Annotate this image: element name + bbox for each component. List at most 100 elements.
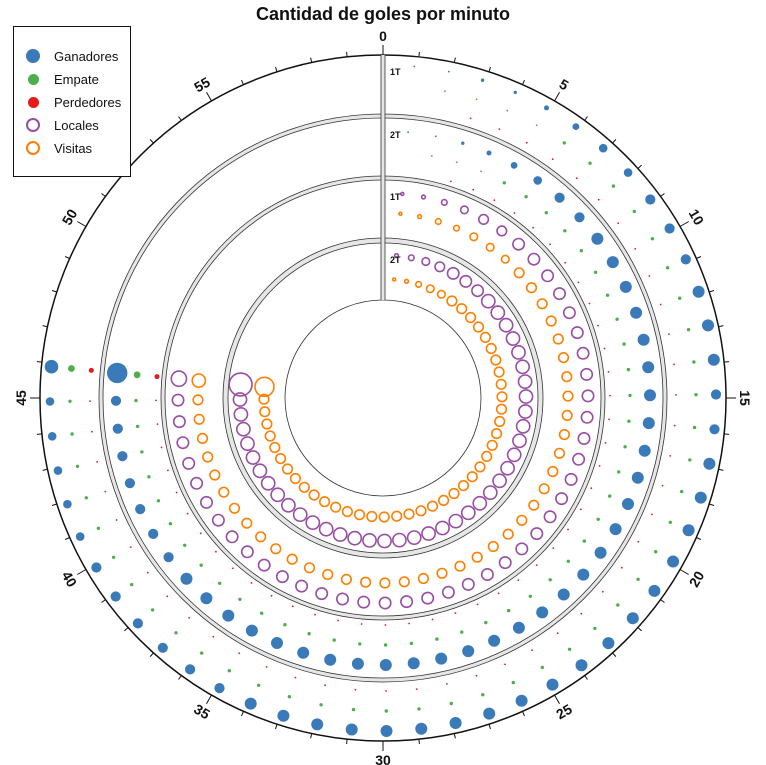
bubble-ganadores-2t xyxy=(512,621,525,634)
bubble-perdedores-1t xyxy=(265,666,268,668)
bubble-empate-2t xyxy=(627,419,631,423)
bubble-perdedores-2t xyxy=(517,579,520,582)
legend-label: Visitas xyxy=(54,140,93,156)
bubble-empate-1t xyxy=(668,520,672,524)
bubble-locales-2t xyxy=(480,293,496,309)
bubble-perdedores-2t xyxy=(175,491,178,494)
half-label-0: 1T xyxy=(390,67,401,77)
bubble-empate-2t xyxy=(507,608,511,613)
bubble-locales-2t xyxy=(459,274,473,288)
bubble-empate-2t xyxy=(140,450,144,454)
bubble-locales-2t xyxy=(233,406,249,422)
bubble-locales-2t xyxy=(406,530,422,545)
bubble-visitas-2t xyxy=(261,418,273,430)
bubble-empate-1t xyxy=(692,425,697,430)
bubble-visitas-2t xyxy=(490,354,502,366)
bubble-locales-2t xyxy=(517,374,533,389)
bubble-locales-1t xyxy=(275,570,289,584)
bubble-perdedores-1t xyxy=(212,635,215,638)
bubble-empate-2t xyxy=(409,641,414,646)
bubble-ganadores-2t xyxy=(434,135,437,138)
tick-label-0: 0 xyxy=(379,28,387,44)
angle-tick xyxy=(724,361,730,363)
bubble-perdedores-1t xyxy=(166,595,169,598)
bubble-perdedores-2t xyxy=(154,374,160,380)
bubble-empate-1t xyxy=(75,464,80,468)
bubble-locales-2t xyxy=(448,513,464,529)
bubble-perdedores-1t xyxy=(669,455,672,457)
bubble-visitas-1t xyxy=(485,242,495,252)
bubble-empate-1t xyxy=(68,399,72,403)
bubble-ganadores-1t xyxy=(546,678,559,691)
bubble-perdedores-1t xyxy=(525,141,528,144)
bubble-ganadores-2t xyxy=(486,150,492,156)
angle-tick xyxy=(554,92,560,102)
bubble-perdedores-2t xyxy=(549,243,551,246)
bubble-ganadores-1t xyxy=(703,457,716,470)
bubble-visitas-1t xyxy=(558,429,571,441)
bubble-locales-1t xyxy=(225,530,239,544)
bubble-perdedores-1t xyxy=(651,513,653,516)
bubble-ganadores-1t xyxy=(415,722,428,735)
bubble-visitas-1t xyxy=(525,282,538,294)
bubble-locales-2t xyxy=(472,495,488,511)
bubble-perdedores-2t xyxy=(597,324,599,327)
bubble-visitas-1t xyxy=(209,469,221,481)
bubble-locales-1t xyxy=(577,431,591,445)
bubble-empate-1t xyxy=(84,496,89,500)
angle-tick xyxy=(612,139,617,144)
bubble-visitas-2t xyxy=(298,481,310,493)
bubble-empate-2t xyxy=(218,581,222,585)
bubble-perdedores-1t xyxy=(446,683,448,685)
bubble-visitas-2t xyxy=(275,453,287,465)
bubble-locales-2t xyxy=(506,447,522,463)
bubble-ganadores-2t xyxy=(533,176,542,185)
bubble-locales-1t xyxy=(315,587,329,601)
bubble-empate-1t xyxy=(319,703,323,707)
bubble-ganadores-2t xyxy=(554,192,565,203)
bubble-perdedores-1t xyxy=(91,430,93,433)
bubble-empate-2t xyxy=(593,270,598,274)
bubble-visitas-1t xyxy=(538,483,550,495)
legend-label: Empate xyxy=(54,71,99,87)
bubble-ganadores-2t xyxy=(594,546,607,559)
bubble-locales-2t xyxy=(490,305,506,321)
bubble-empate-1t xyxy=(686,328,691,332)
bubble-perdedores-1t xyxy=(601,590,604,593)
bubble-empate-2t xyxy=(460,630,464,634)
legend-marker-ganadores xyxy=(26,49,40,63)
angle-tick xyxy=(522,79,525,85)
bubble-locales-2t xyxy=(332,527,348,542)
bubble-empate-1t xyxy=(150,608,155,612)
bubble-locales-1t xyxy=(572,452,586,466)
angle-tick xyxy=(584,116,588,121)
bubble-ganadores-2t xyxy=(462,645,475,658)
bubble-ganadores-1t xyxy=(44,359,59,374)
bubble-empate-1t xyxy=(257,683,261,687)
bubble-empate-1t xyxy=(632,209,636,214)
bubble-perdedores-1t xyxy=(575,177,578,180)
bubble-perdedores-1t xyxy=(673,363,675,366)
angle-tick xyxy=(584,675,588,680)
tick-label-5: 5 xyxy=(557,76,572,94)
bubble-empate-1t xyxy=(692,360,696,364)
bubble-empate-1t xyxy=(287,695,292,699)
angle-tick xyxy=(310,733,313,739)
bubble-ganadores-1t xyxy=(648,584,661,597)
angle-tick xyxy=(709,503,715,506)
bubble-locales-2t xyxy=(421,256,431,267)
bubble-locales-1t xyxy=(543,510,557,524)
bubble-ganadores-1t xyxy=(702,319,714,332)
bubble-visitas-1t xyxy=(255,531,267,543)
legend-item-locales: Locales xyxy=(26,116,99,134)
bubble-perdedores-1t xyxy=(580,612,583,615)
bubble-empate-1t xyxy=(588,161,592,165)
bubble-locales-1t xyxy=(580,410,594,424)
bubble-visitas-2t xyxy=(426,500,439,512)
bubble-locales-1t xyxy=(527,252,541,266)
bubble-empate-2t xyxy=(435,637,439,641)
bubble-ganadores-2t xyxy=(536,606,549,619)
bubble-perdedores-2t xyxy=(186,512,189,515)
bubble-empate-2t xyxy=(548,578,552,582)
bubble-visitas-1t xyxy=(454,560,466,572)
